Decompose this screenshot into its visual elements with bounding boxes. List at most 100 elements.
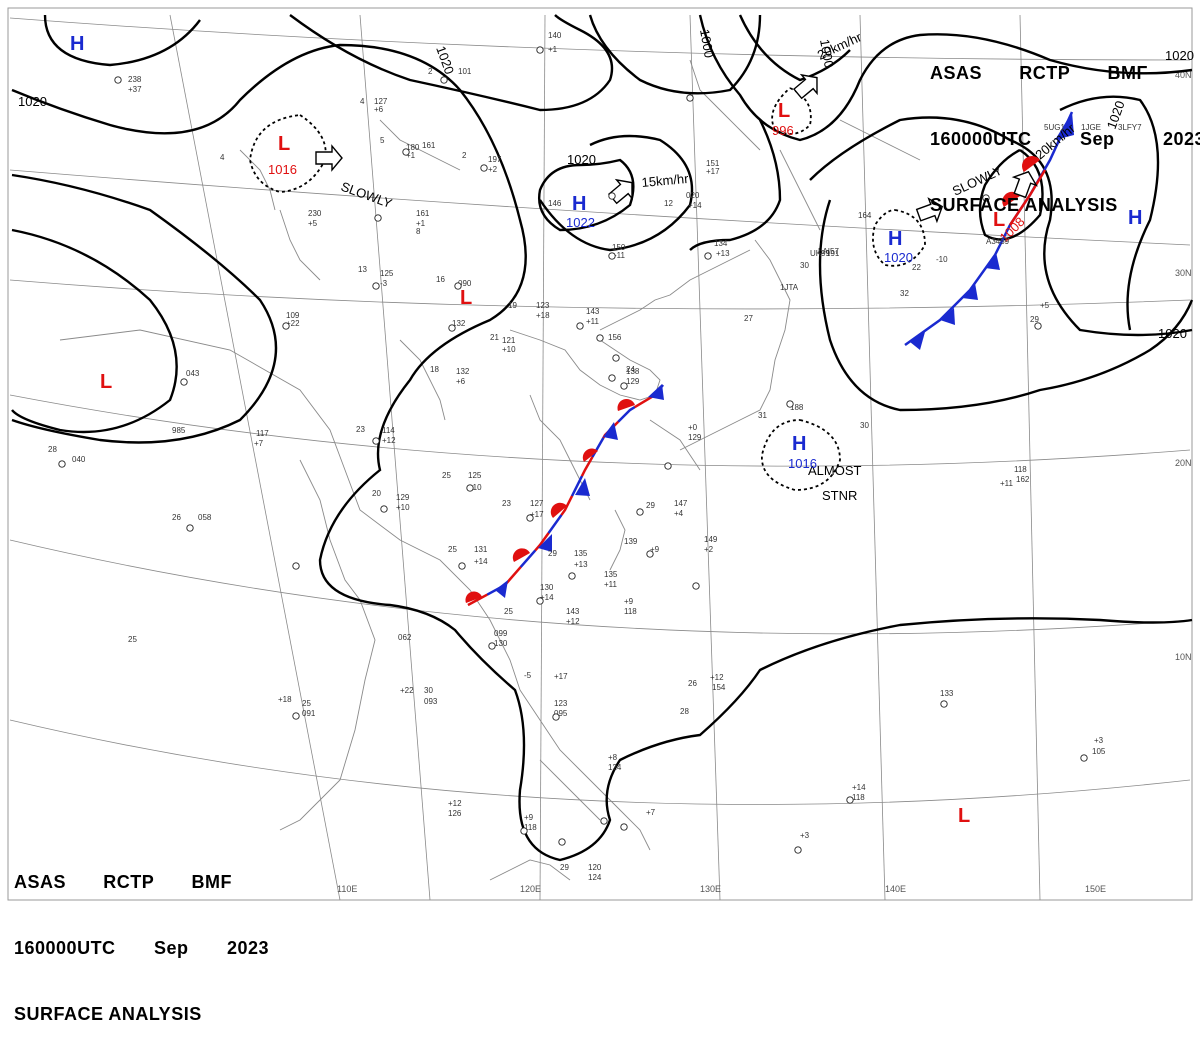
station-marker: [372, 282, 380, 290]
header-month: Sep: [1080, 129, 1115, 149]
station-marker: [704, 252, 712, 260]
lat-label: 40N: [1175, 70, 1192, 80]
station-value: 105: [1092, 747, 1106, 756]
station-value: +6: [374, 105, 384, 114]
coastlines: [59, 59, 921, 881]
lon-label: 120E: [520, 884, 541, 894]
station-value: 12: [664, 199, 673, 208]
station-value: +12: [710, 673, 724, 682]
center-pressure: 1022: [566, 215, 595, 230]
station-value: +4: [674, 509, 684, 518]
station-value: 25: [128, 635, 137, 644]
station-value: 135: [574, 549, 588, 558]
station-value: 133: [940, 689, 954, 698]
station-value: 124: [608, 763, 622, 772]
station-value: 1JGE: [1081, 123, 1101, 132]
station-marker: [480, 164, 488, 172]
station-value: +1: [416, 219, 426, 228]
station-value: 130: [540, 583, 554, 592]
station-marker: [982, 194, 990, 202]
station-value: 238: [128, 75, 142, 84]
station-value: +11: [612, 251, 626, 260]
station-marker: [380, 505, 388, 513]
station-value: 31: [758, 411, 767, 420]
isobar-label: 1020: [1165, 48, 1194, 63]
station-value: 985: [172, 426, 186, 435]
lat-label: 20N: [1175, 458, 1192, 468]
station-value: 117: [256, 429, 269, 438]
station-marker: [282, 322, 290, 330]
station-value: 180: [406, 143, 420, 152]
station-value: +0: [688, 423, 698, 432]
station-value: +8: [608, 753, 618, 762]
station-value: 29: [548, 549, 557, 558]
station-marker: [536, 597, 544, 605]
station-value: 5UG1: [1044, 123, 1065, 132]
center-pressure: 1020: [884, 250, 913, 265]
station-value: 149: [704, 535, 718, 544]
station-value: 127: [374, 97, 388, 106]
station-value: 4: [220, 153, 225, 162]
station-value: 24: [626, 365, 635, 374]
station-marker: [114, 76, 122, 84]
station-value: +17: [530, 510, 544, 519]
station-marker: [458, 562, 466, 570]
station-value: 132: [452, 319, 466, 328]
station-value: +3: [800, 831, 810, 840]
station-value: +11: [586, 317, 600, 326]
low-pressure-center: L: [100, 371, 112, 393]
low-pressure-center: L: [278, 133, 290, 155]
isobar-labels: 1020 1020 1020 1020 1000 1000 1020 1020: [18, 28, 1194, 341]
station-value: 134: [714, 239, 728, 248]
high-pressure-center: H: [70, 33, 84, 55]
station-marker: [692, 582, 700, 590]
station-value: +37: [128, 85, 142, 94]
station-marker: [608, 252, 616, 260]
station-value: 188: [790, 403, 804, 412]
station-value: 29: [560, 863, 569, 872]
station-value: 125: [380, 269, 394, 278]
high-pressure-center: H: [888, 228, 902, 250]
station-value: +9: [524, 813, 534, 822]
station-marker: [576, 322, 584, 330]
cold-front-triangle: [495, 384, 664, 598]
station-value: 118: [852, 793, 865, 802]
station-value: 23: [502, 499, 511, 508]
station-value: 150: [612, 243, 626, 252]
station-value: 28: [48, 445, 57, 454]
station-value: 124: [588, 873, 602, 882]
header-station: RCTP: [1019, 63, 1071, 83]
station-marker: [58, 460, 66, 468]
station-value: +10: [396, 503, 410, 512]
station-marker: [552, 713, 560, 721]
station-value: +3: [1094, 736, 1104, 745]
station-value: 062: [398, 633, 412, 642]
center-pressure: 996: [772, 123, 794, 138]
station-value: 161: [422, 141, 436, 150]
station-value: +14: [474, 557, 488, 566]
station-value: 230: [308, 209, 322, 218]
station-marker: [664, 462, 672, 470]
station-value: 147: [674, 499, 688, 508]
station-value: 16: [436, 275, 445, 284]
station-value: 151: [706, 159, 720, 168]
station-value: 101: [458, 67, 472, 76]
station-value: 020: [686, 191, 700, 200]
station-value: 23: [356, 425, 365, 434]
weather-map: 40N 30N 20N 10N 110E 120E 130E 140E 150E: [7, 7, 1194, 901]
station-value: 091: [302, 709, 316, 718]
station-value: +2: [704, 545, 714, 554]
isobar-label: 1000: [817, 38, 837, 69]
station-value: 121: [502, 336, 516, 345]
station-value: 143: [586, 307, 600, 316]
station-value: 123: [554, 699, 568, 708]
station-value: 132: [456, 367, 470, 376]
station-marker: [454, 282, 462, 290]
station-value: +5: [1040, 301, 1050, 310]
header-year: 2023: [226, 938, 269, 958]
header-month: Sep: [154, 938, 189, 958]
header-agency: ASAS: [14, 872, 67, 892]
station-value: +18: [536, 311, 550, 320]
map-frame: [7, 7, 1193, 901]
station-marker: [1034, 322, 1042, 330]
